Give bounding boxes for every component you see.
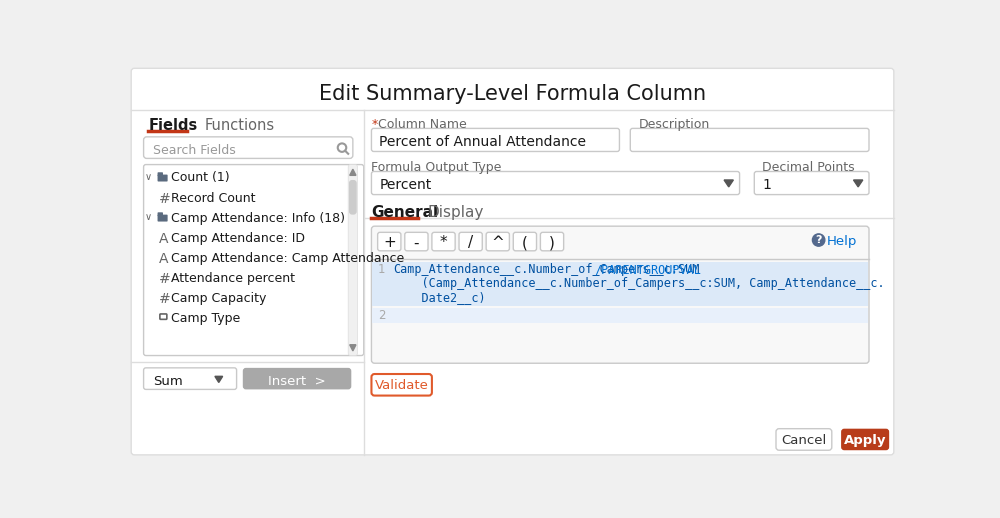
Text: Help: Help	[827, 235, 858, 249]
Text: #: #	[159, 192, 171, 206]
Text: Camp Attendance: ID: Camp Attendance: ID	[171, 232, 305, 244]
Text: A: A	[159, 252, 169, 266]
Text: Search Fields: Search Fields	[153, 144, 236, 157]
Text: Camp Type: Camp Type	[171, 312, 240, 325]
Polygon shape	[350, 169, 356, 176]
Polygon shape	[854, 180, 863, 187]
FancyBboxPatch shape	[486, 233, 509, 251]
FancyBboxPatch shape	[459, 233, 482, 251]
Text: Edit Summary-Level Formula Column: Edit Summary-Level Formula Column	[319, 84, 706, 104]
FancyBboxPatch shape	[371, 374, 432, 396]
FancyBboxPatch shape	[432, 233, 455, 251]
FancyBboxPatch shape	[144, 165, 364, 355]
Text: *: *	[440, 235, 447, 250]
FancyBboxPatch shape	[371, 171, 740, 195]
Text: ^: ^	[491, 235, 504, 250]
Text: ): )	[549, 235, 555, 250]
FancyBboxPatch shape	[841, 429, 889, 450]
Text: Column Name: Column Name	[378, 118, 467, 131]
FancyBboxPatch shape	[348, 165, 358, 355]
Text: 1: 1	[762, 178, 771, 192]
FancyBboxPatch shape	[754, 171, 869, 195]
FancyBboxPatch shape	[158, 172, 163, 176]
FancyBboxPatch shape	[371, 128, 619, 151]
Text: -: -	[414, 235, 419, 250]
Text: Description: Description	[639, 118, 710, 131]
Text: 2: 2	[378, 309, 385, 322]
Bar	[372, 262, 868, 306]
Text: 1: 1	[378, 263, 385, 276]
Text: +: +	[383, 235, 396, 250]
FancyBboxPatch shape	[158, 212, 163, 216]
FancyBboxPatch shape	[158, 175, 168, 181]
Text: Functions: Functions	[205, 118, 275, 133]
Polygon shape	[350, 345, 356, 351]
FancyBboxPatch shape	[144, 368, 237, 390]
Text: /PARENTGROUPVAL: /PARENTGROUPVAL	[595, 263, 702, 276]
Bar	[372, 308, 868, 323]
Text: #: #	[159, 271, 171, 285]
Text: ?: ?	[815, 235, 822, 245]
Text: Record Count: Record Count	[171, 192, 255, 205]
Circle shape	[812, 234, 825, 246]
FancyBboxPatch shape	[131, 68, 894, 455]
FancyBboxPatch shape	[378, 233, 401, 251]
Text: Camp_Attendance__c.Number_of_Campers__c:SUM: Camp_Attendance__c.Number_of_Campers__c:…	[393, 263, 700, 276]
Text: ∨: ∨	[145, 211, 152, 222]
Text: Attendance percent: Attendance percent	[171, 271, 295, 284]
Text: (Camp_Attendance__c.Number_of_Campers__c:SUM, Camp_Attendance__c.: (Camp_Attendance__c.Number_of_Campers__c…	[393, 277, 885, 290]
FancyBboxPatch shape	[243, 368, 351, 390]
Text: *: *	[371, 118, 378, 131]
FancyBboxPatch shape	[513, 233, 537, 251]
Text: ∨: ∨	[145, 171, 152, 181]
FancyBboxPatch shape	[540, 233, 564, 251]
Text: A: A	[159, 232, 169, 246]
FancyBboxPatch shape	[405, 233, 428, 251]
Text: Cancel: Cancel	[781, 434, 827, 447]
Text: Insert  >: Insert >	[268, 375, 326, 388]
Text: Decimal Points: Decimal Points	[762, 161, 855, 174]
Text: Camp Attendance: Camp Attendance: Camp Attendance: Camp Attendance	[171, 252, 404, 265]
Text: Count (1): Count (1)	[171, 171, 229, 184]
FancyBboxPatch shape	[144, 137, 353, 159]
Text: Validate: Validate	[375, 379, 429, 393]
Text: Apply: Apply	[844, 434, 886, 447]
FancyBboxPatch shape	[630, 128, 869, 151]
Polygon shape	[724, 180, 733, 187]
Text: Fields: Fields	[148, 118, 198, 133]
Text: Date2__c): Date2__c)	[393, 291, 486, 304]
Text: Percent: Percent	[379, 178, 431, 192]
FancyBboxPatch shape	[158, 214, 168, 222]
FancyBboxPatch shape	[776, 429, 832, 450]
FancyBboxPatch shape	[371, 226, 869, 363]
Text: (: (	[522, 235, 528, 250]
Text: Formula Output Type: Formula Output Type	[371, 161, 502, 174]
Polygon shape	[215, 376, 223, 382]
FancyBboxPatch shape	[349, 180, 357, 214]
Text: Camp Capacity: Camp Capacity	[171, 292, 266, 305]
Text: Display: Display	[427, 205, 484, 220]
Text: Percent of Annual Attendance: Percent of Annual Attendance	[379, 135, 586, 149]
Text: Camp Attendance: Info (18): Camp Attendance: Info (18)	[171, 211, 345, 224]
Text: /: /	[468, 235, 473, 250]
Text: #: #	[159, 292, 171, 306]
Text: General: General	[371, 205, 439, 220]
Text: Sum: Sum	[153, 375, 183, 388]
